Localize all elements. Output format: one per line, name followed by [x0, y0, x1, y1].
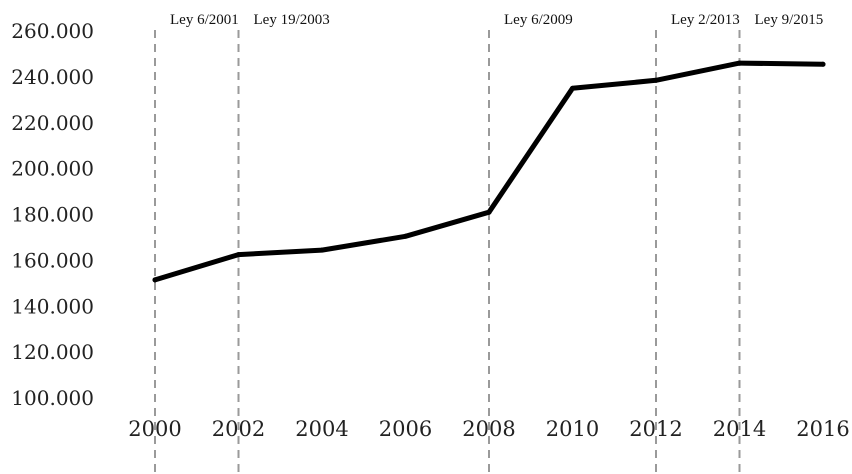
data-point	[236, 252, 241, 258]
y-tick-label: 100.000	[11, 386, 94, 410]
data-point	[570, 85, 575, 91]
data-point	[403, 233, 408, 239]
x-tick-label: 2010	[546, 417, 599, 441]
data-point	[820, 61, 826, 67]
y-tick-label: 200.000	[11, 157, 94, 181]
y-tick-label: 220.000	[11, 111, 94, 135]
x-tick-label: 2004	[295, 417, 348, 441]
law-marker-label: Ley 19/2003	[254, 12, 330, 28]
data-series	[152, 60, 826, 283]
data-point	[737, 60, 742, 66]
data-point	[653, 77, 659, 83]
y-tick-label: 240.000	[11, 65, 94, 89]
y-tick-label: 120.000	[11, 340, 94, 364]
data-point	[319, 247, 325, 253]
law-marker-label: Ley 6/2001	[170, 12, 239, 28]
data-point	[152, 277, 158, 283]
x-tick-label: 2006	[379, 417, 432, 441]
y-tick-label: 260.000	[11, 19, 94, 43]
y-tick-label: 140.000	[11, 294, 94, 318]
y-tick-label: 160.000	[11, 248, 94, 272]
law-marker-label: Ley 6/2009	[504, 12, 573, 28]
law-marker-label: Ley 2/2013	[671, 12, 740, 28]
legislation-markers: Ley 6/2001 Ley 19/2003 Ley 6/2009 Ley 2/201…	[154, 12, 824, 474]
data-point	[486, 209, 492, 215]
law-marker-label: Ley 9/2015	[755, 12, 824, 28]
y-axis-tick-labels: 100.000 120.000 140.000 160.000 180.000 200.0…	[11, 19, 94, 410]
x-tick-label: 2016	[796, 417, 849, 441]
y-tick-label: 180.000	[11, 203, 94, 227]
